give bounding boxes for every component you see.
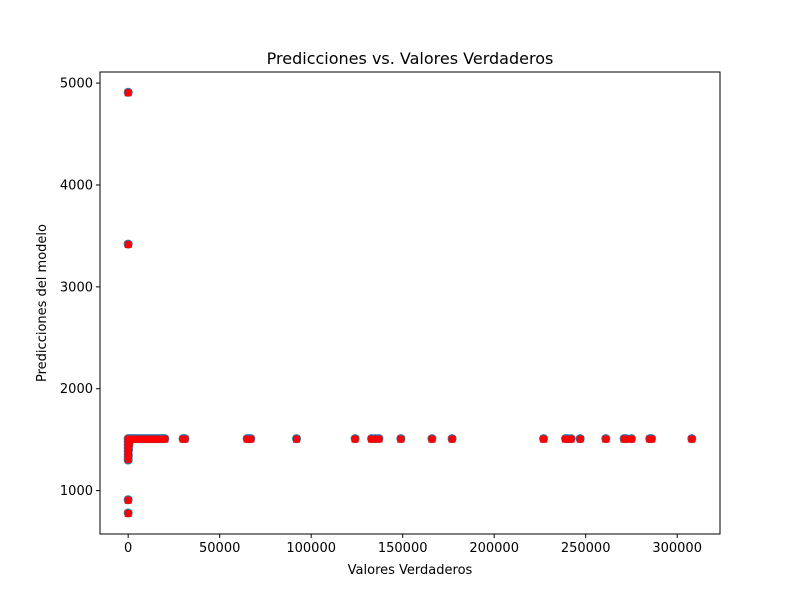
axes-frame [99,71,721,535]
data-point-square [125,446,133,454]
x-tick-label: 0 [124,541,132,556]
x-tick-label: 200000 [469,541,519,556]
y-tick-label: 4000 [60,178,93,193]
data-point-square [576,435,584,443]
x-tick-label: 100000 [286,541,336,556]
data-point-square [124,89,132,97]
data-point-square [567,435,575,443]
x-tick-label: 150000 [378,541,428,556]
data-point-square [602,435,610,443]
data-point-square [181,435,189,443]
x-axis-label: Valores Verdaderos [348,563,473,578]
data-point-square [368,435,376,443]
data-point-square [161,435,169,443]
data-point-square [351,435,359,443]
data-point-square [124,510,132,518]
data-point-square [448,435,456,443]
data-point-square [124,241,132,249]
data-point-square [540,435,548,443]
data-point-square [397,435,405,443]
data-point-square [622,435,630,443]
x-tick-label: 250000 [561,541,611,556]
data-point-square [688,435,696,443]
y-tick-label: 5000 [60,77,93,92]
data-point-square [293,435,301,443]
data-point-square [124,496,132,504]
y-tick-label: 1000 [60,484,93,499]
y-axis-ticks: 1000 2000 3000 4000 5000 [60,77,100,499]
data-point-square [124,451,132,459]
y-tick-label: 3000 [60,280,93,295]
data-point-square [563,435,571,443]
data-point-square [247,435,255,443]
plot-area [123,87,697,518]
x-axis-ticks: 0 50000 100000 150000 200000 250000 300000 [124,534,702,556]
data-point-square [648,435,656,443]
data-point-square [371,435,379,443]
x-tick-label: 50000 [199,541,240,556]
chart-title: Predicciones vs. Valores Verdaderos [267,49,554,68]
data-point-square [428,435,436,443]
x-tick-label: 300000 [652,541,702,556]
y-axis-label: Predicciones del modelo [35,224,50,382]
data-point-square [627,435,635,443]
y-tick-label: 2000 [60,382,93,397]
data-point-square [375,435,383,443]
